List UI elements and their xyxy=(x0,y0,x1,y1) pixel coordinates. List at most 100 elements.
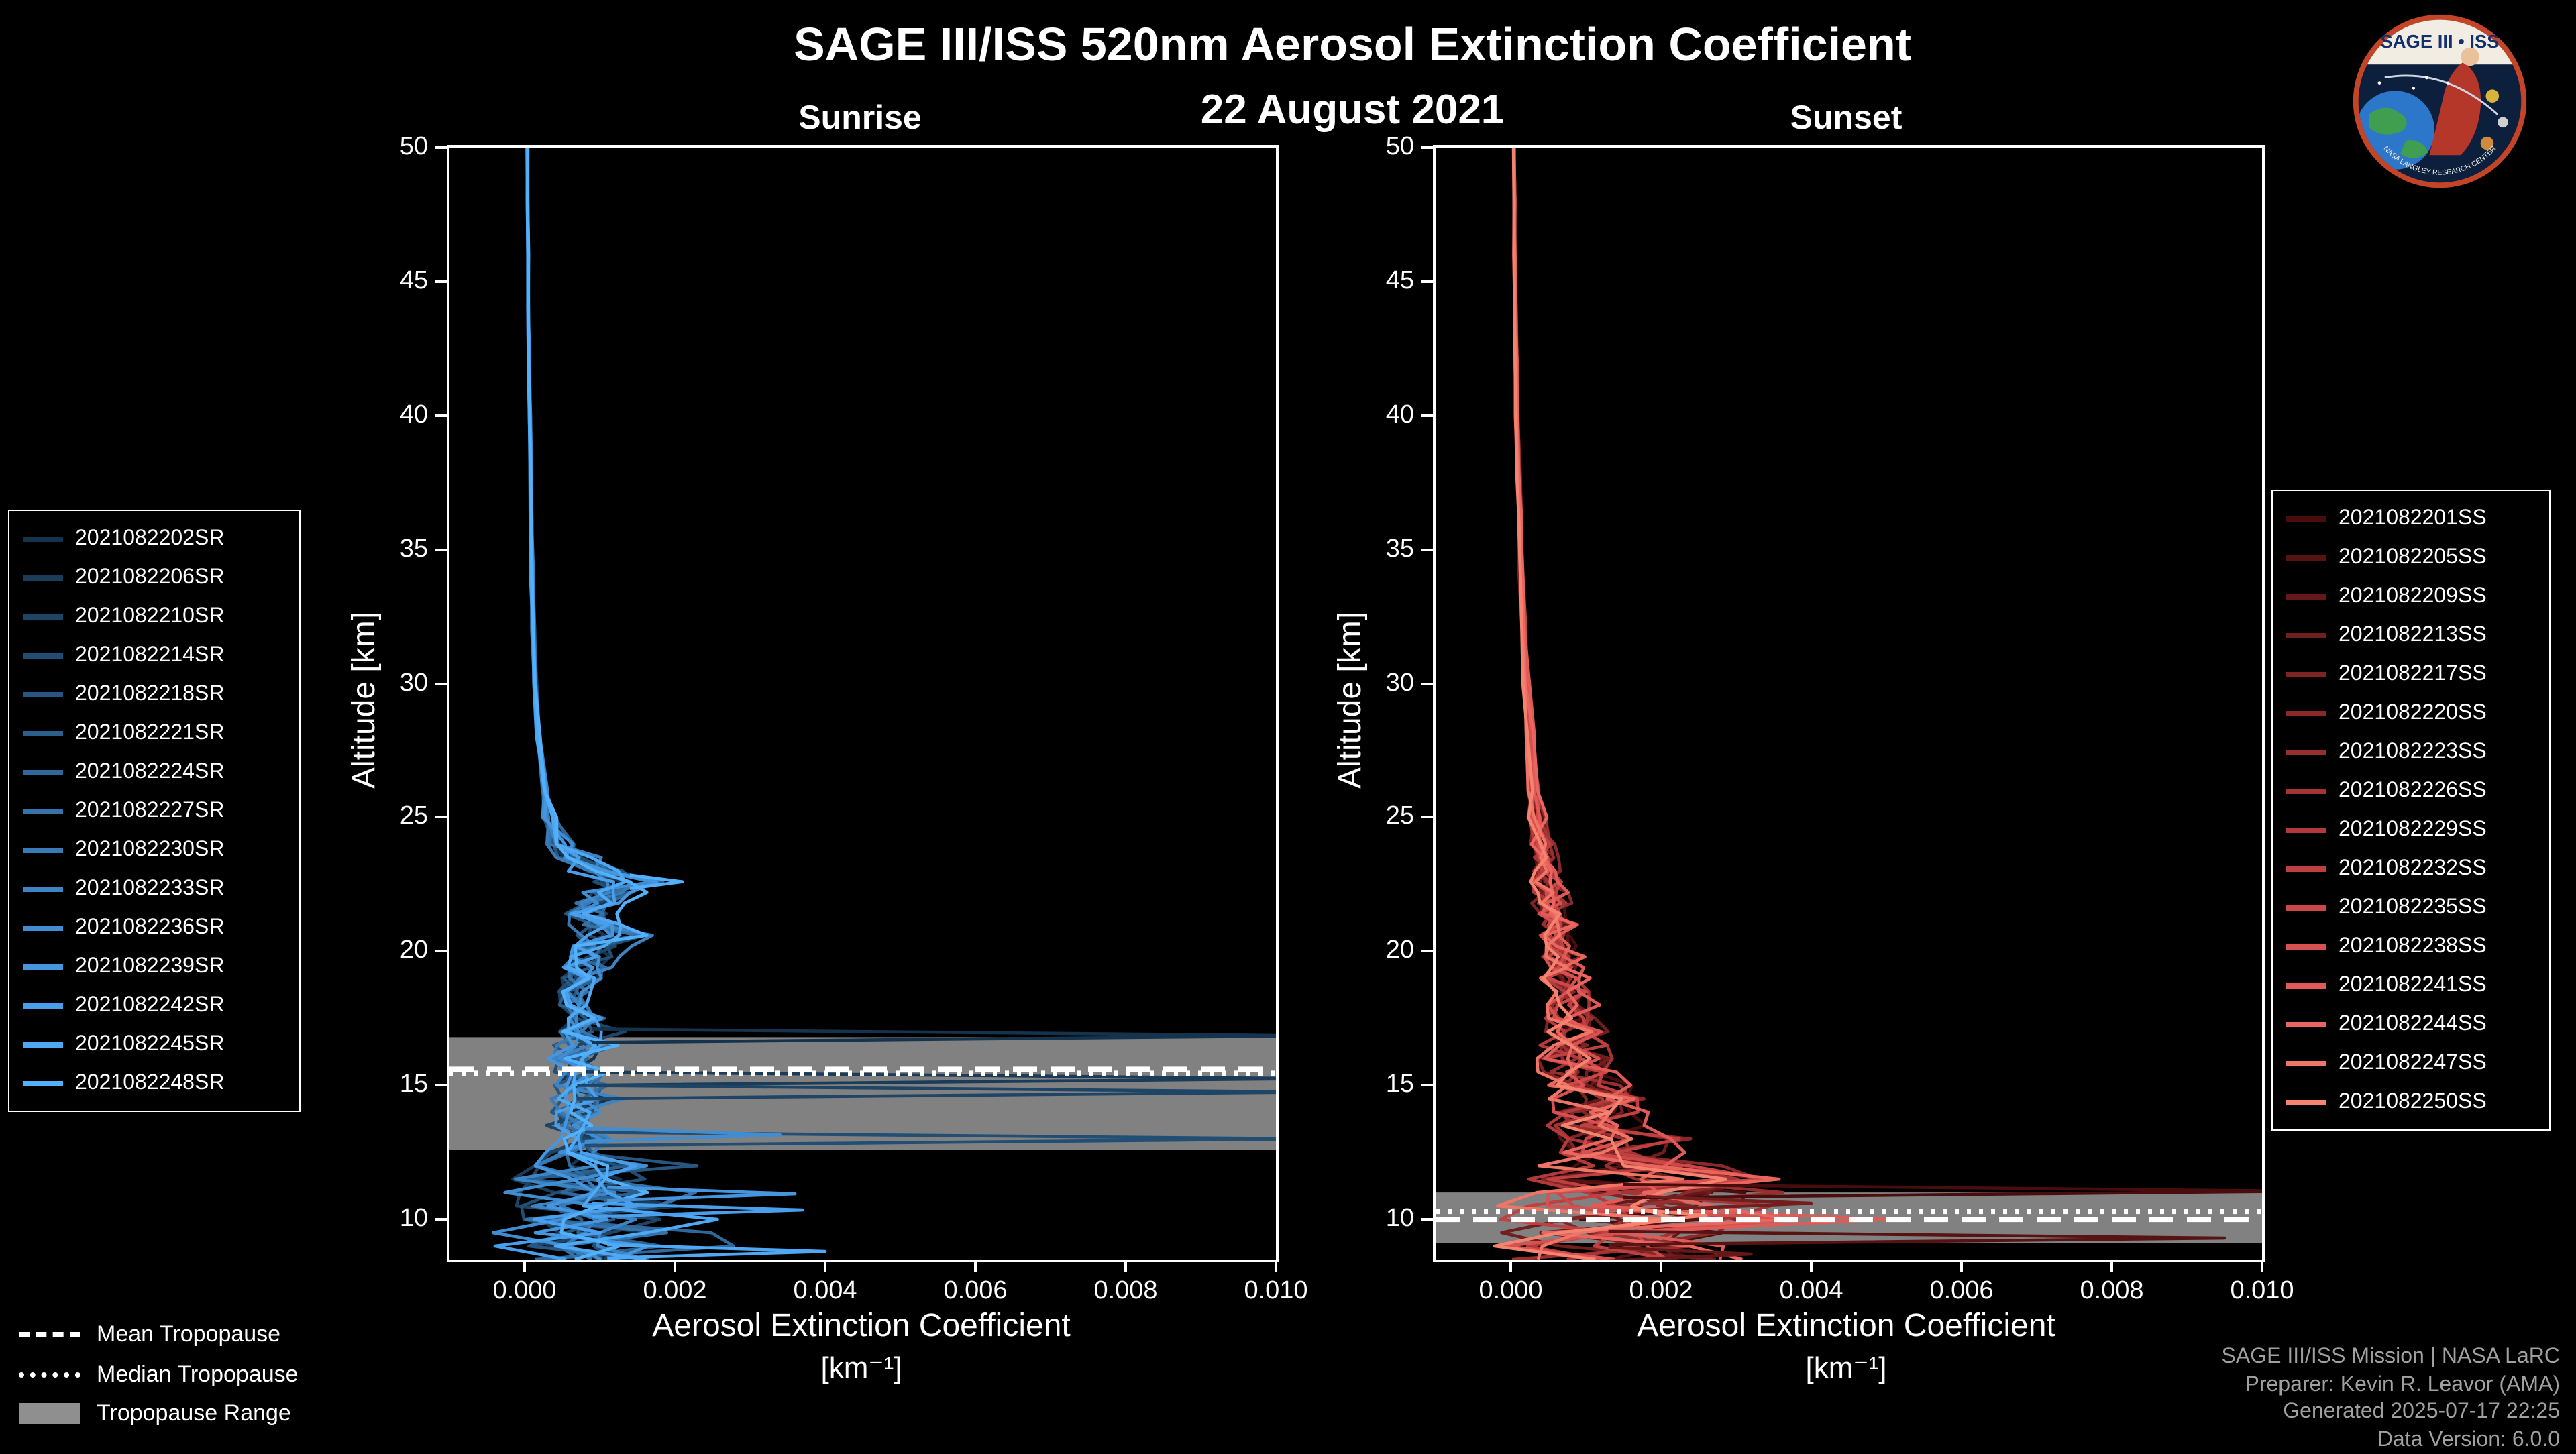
legend-label: 2021082206SR xyxy=(75,565,225,588)
legend-label: 2021082235SS xyxy=(2339,895,2487,918)
legend-line-swatch xyxy=(23,1042,63,1047)
excursion-line xyxy=(1608,1229,2226,1247)
sage-figure-icon xyxy=(2429,62,2481,156)
x-tick-mark xyxy=(824,1260,826,1272)
legend-label: 2021082247SS xyxy=(2339,1051,2487,1074)
x-axis-units-sunrise: [km⁻¹] xyxy=(820,1351,902,1384)
y-tick-label: 40 xyxy=(1385,400,1414,429)
x-tick-label: 0.004 xyxy=(1779,1277,1843,1305)
y-tick-mark xyxy=(435,682,447,685)
y-tick-label: 50 xyxy=(1385,133,1414,161)
y-tick-mark xyxy=(1421,1218,1433,1221)
legend-sunrise-events: 2021082202SR 2021082206SR 2021082210SR 2021… xyxy=(8,510,301,1112)
y-tick-mark xyxy=(435,1084,447,1087)
y-tick-mark xyxy=(435,280,447,283)
attribution-preparer: Preparer: Kevin R. Leavor (AMA) xyxy=(2245,1373,2561,1396)
legend-line-swatch xyxy=(23,808,63,814)
legend-item: 2021082241SS xyxy=(2286,966,2536,1005)
legend-label: 2021082245SR xyxy=(75,1032,225,1055)
legend-item: 2021082250SS xyxy=(2286,1082,2536,1121)
legend-item: 2021082201SS xyxy=(2286,499,2536,538)
legend-label: 2021082244SS xyxy=(2339,1012,2487,1035)
y-tick-label: 50 xyxy=(399,133,428,161)
legend-line-swatch xyxy=(2286,516,2326,521)
legend-line-swatch xyxy=(23,886,63,891)
excursion-line xyxy=(1646,1194,1813,1212)
plot-area-sunrise: 0.000 0.002 0.004 0.006 0.008 0.010 10 15 20 25 30… xyxy=(400,133,1308,1305)
legend-line-swatch xyxy=(2286,827,2326,832)
legend-label: 2021082250SS xyxy=(2339,1090,2487,1113)
x-tick-mark xyxy=(1509,1260,1512,1272)
legend-line-swatch xyxy=(23,1080,63,1086)
profile-line xyxy=(1513,148,1761,1260)
logo-title: SAGE III • ISS xyxy=(2380,31,2499,52)
excursion-line xyxy=(584,1126,782,1143)
legend-label: 2021082241SS xyxy=(2339,973,2487,996)
median-tropopause-swatch xyxy=(19,1372,80,1378)
profile-line xyxy=(1512,148,1768,1260)
y-tick-label: 25 xyxy=(1385,802,1414,831)
legend-line-swatch xyxy=(23,536,63,541)
legend-item: 2021082239SR xyxy=(23,947,286,986)
sunrise-chart xyxy=(449,148,1276,1260)
legend-label: 2021082224SR xyxy=(75,760,225,783)
legend-line-swatch xyxy=(23,1003,63,1008)
x-tick-label: 0.000 xyxy=(492,1277,557,1305)
legend-label: 2021082230SR xyxy=(75,838,225,860)
legend-item: 2021082213SS xyxy=(2286,616,2536,655)
profile-line xyxy=(526,148,649,1260)
x-tick-mark xyxy=(2110,1260,2113,1272)
legend-label: 2021082217SS xyxy=(2339,662,2487,685)
legend-line-swatch xyxy=(23,925,63,930)
y-tick-mark xyxy=(1421,280,1433,283)
legend-line-swatch xyxy=(23,964,63,969)
legend-item: 2021082232SS xyxy=(2286,849,2536,888)
legend-item: 2021082233SR xyxy=(23,869,286,908)
y-tick-mark xyxy=(435,950,447,953)
legend-item: 2021082227SR xyxy=(23,791,286,830)
excursion-line xyxy=(1623,1182,2262,1200)
legend-item: 2021082210SR xyxy=(23,597,286,636)
legend-item: 2021082202SR xyxy=(23,519,286,558)
legend-line-swatch xyxy=(2286,944,2326,949)
legend-line-swatch xyxy=(2286,594,2326,599)
y-tick-mark xyxy=(1421,816,1433,819)
legend-item: 2021082221SR xyxy=(23,714,286,752)
legend-line-swatch xyxy=(23,653,63,658)
y-tick-mark xyxy=(435,146,447,149)
legend-label: 2021082213SS xyxy=(2339,623,2487,646)
y-tick-label: 20 xyxy=(1385,936,1414,965)
legend-line-swatch xyxy=(23,614,63,619)
plot-area-sunset: 0.000 0.002 0.004 0.006 0.008 0.010 10 15 20 25 30… xyxy=(1386,133,2294,1305)
legend-line-swatch xyxy=(2286,866,2326,871)
legend-label: 2021082232SS xyxy=(2339,856,2487,879)
legend-item: 2021082220SS xyxy=(2286,693,2536,732)
legend-item: 2021082245SR xyxy=(23,1025,286,1064)
x-tick-mark xyxy=(523,1260,526,1272)
y-tick-mark xyxy=(1421,682,1433,685)
profile-line xyxy=(1512,148,1747,1260)
y-tick-mark xyxy=(1421,146,1433,149)
y-tick-label: 30 xyxy=(1385,669,1414,697)
y-tick-mark xyxy=(1421,950,1433,953)
x-tick-mark xyxy=(1810,1260,1813,1272)
y-tick-label: 10 xyxy=(399,1205,428,1233)
y-tick-label: 45 xyxy=(1385,266,1414,295)
legend-label: 2021082221SR xyxy=(75,721,225,744)
legend-label: 2021082227SR xyxy=(75,799,225,822)
legend-item: 2021082223SS xyxy=(2286,732,2536,771)
legend-item: 2021082226SS xyxy=(2286,771,2536,810)
legend-item: 2021082248SR xyxy=(23,1064,286,1103)
legend-line-swatch xyxy=(23,730,63,736)
excursion-line xyxy=(577,1084,1276,1101)
x-tick-label: 0.006 xyxy=(1929,1277,1994,1305)
x-tick-label: 0.010 xyxy=(1244,1277,1308,1305)
profile-line xyxy=(1511,148,1784,1260)
panel-title-sunrise: Sunrise xyxy=(798,99,922,137)
legend-line-swatch xyxy=(23,847,63,852)
legend-item: 2021082224SR xyxy=(23,752,286,791)
legend-item: 2021082217SS xyxy=(2286,655,2536,693)
legend-label: 2021082238SS xyxy=(2339,934,2487,957)
x-tick-mark xyxy=(974,1260,977,1272)
panel-title-sunset: Sunset xyxy=(1790,99,1902,137)
